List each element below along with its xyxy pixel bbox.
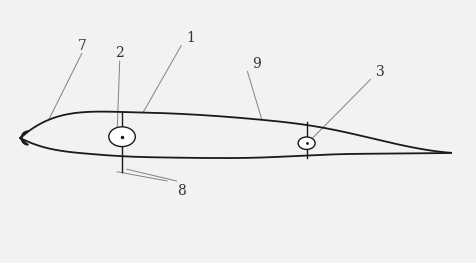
Text: 2: 2 <box>115 47 124 60</box>
Ellipse shape <box>298 137 315 149</box>
Text: 1: 1 <box>186 31 195 45</box>
Text: 7: 7 <box>78 39 86 53</box>
Ellipse shape <box>109 127 135 146</box>
Text: 8: 8 <box>177 184 186 198</box>
Text: 9: 9 <box>253 57 261 71</box>
Text: 3: 3 <box>376 65 384 79</box>
